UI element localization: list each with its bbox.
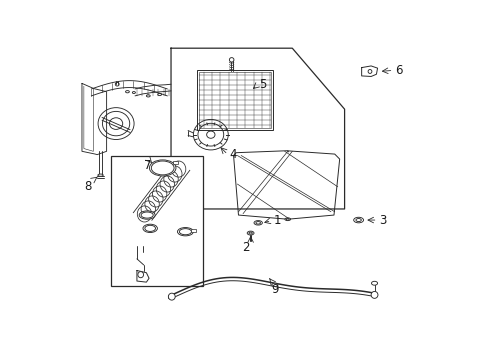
Text: 8: 8 [84, 180, 92, 193]
Ellipse shape [144, 225, 155, 231]
Bar [111, 156, 203, 286]
Text: 7: 7 [143, 159, 151, 172]
Ellipse shape [247, 231, 253, 235]
Ellipse shape [149, 160, 176, 176]
Ellipse shape [253, 221, 262, 225]
Text: 3: 3 [379, 213, 386, 226]
Text: 4: 4 [229, 148, 237, 161]
Ellipse shape [229, 58, 233, 62]
Ellipse shape [248, 232, 252, 234]
Ellipse shape [141, 212, 153, 218]
Ellipse shape [367, 69, 371, 73]
Ellipse shape [371, 281, 377, 285]
Text: 5: 5 [259, 78, 266, 91]
Ellipse shape [168, 293, 175, 300]
Ellipse shape [177, 228, 193, 236]
Bar [173, 161, 178, 163]
Text: 6: 6 [395, 64, 402, 77]
Bar [196, 70, 272, 130]
Ellipse shape [142, 224, 157, 233]
Ellipse shape [179, 229, 191, 235]
Bar [198, 72, 270, 128]
Ellipse shape [151, 161, 174, 175]
Ellipse shape [271, 283, 277, 287]
Ellipse shape [370, 292, 377, 298]
Ellipse shape [255, 221, 260, 224]
Ellipse shape [353, 217, 363, 223]
Ellipse shape [139, 211, 155, 219]
Ellipse shape [98, 174, 103, 176]
Ellipse shape [355, 219, 361, 221]
Bar [191, 229, 195, 232]
Ellipse shape [285, 218, 290, 221]
Text: 2: 2 [242, 242, 249, 255]
Text: 1: 1 [273, 213, 280, 226]
Ellipse shape [285, 219, 289, 220]
Ellipse shape [138, 271, 143, 278]
Text: 9: 9 [271, 283, 279, 296]
